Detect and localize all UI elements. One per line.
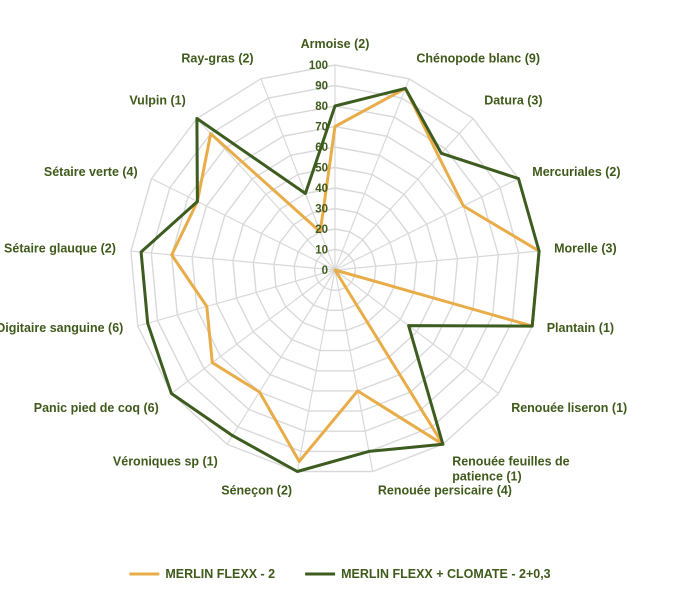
grid-ring <box>293 228 377 311</box>
grid-ring <box>232 166 438 372</box>
radial-tick-label: 80 <box>315 101 328 113</box>
category-label: Digitaire sanguine (6) <box>0 321 123 335</box>
series-line-1 <box>170 86 541 463</box>
radial-tick-label: 30 <box>315 204 328 216</box>
grid-ring <box>313 248 357 291</box>
category-label: Plantain (1) <box>547 321 614 335</box>
spoke-line <box>260 78 336 271</box>
spoke-line <box>296 269 336 472</box>
radial-tick-label: 90 <box>315 81 328 93</box>
radial-tick-label: 10 <box>315 245 328 257</box>
spoke-line <box>334 118 474 271</box>
legend: MERLIN FLEXX - 2 MERLIN FLEXX + CLOMATE -… <box>129 567 551 581</box>
radial-tick-label: 70 <box>315 122 328 134</box>
spoke-line <box>334 78 410 271</box>
category-label: Datura (3) <box>484 94 542 108</box>
category-label: Sétaire glauque (2) <box>4 242 116 256</box>
category-label: Véroniques sp (1) <box>113 455 218 469</box>
spoke-line <box>334 269 374 472</box>
radial-tick-label: 0 <box>322 265 328 277</box>
spoke-line <box>130 250 336 271</box>
category-label: Séneçon (2) <box>221 483 292 497</box>
spoke-line <box>334 269 499 394</box>
category-label: Ray-gras (2) <box>181 52 253 66</box>
category-label: Mercuriales (2) <box>532 165 620 179</box>
category-label: Armoise (2) <box>301 37 370 51</box>
series-line-2 <box>139 86 541 473</box>
grid-ring <box>191 125 479 412</box>
category-label: Renouée feuilles de patience (1) <box>452 455 569 484</box>
spoke-line <box>334 178 519 271</box>
category-label: Vulpin (1) <box>129 94 185 108</box>
category-label: Morelle (3) <box>554 242 617 256</box>
radial-tick-label: 60 <box>315 142 328 154</box>
radial-tick-label: 40 <box>315 183 328 195</box>
grid-ring <box>170 105 500 432</box>
legend-label: MERLIN FLEXX + CLOMATE - 2+0,3 <box>341 567 551 581</box>
radial-tick-label: 100 <box>309 60 328 72</box>
radial-tick-label: 50 <box>315 163 328 175</box>
category-label: Renouée persicaire (4) <box>378 483 512 497</box>
category-label: Sétaire verte (4) <box>44 165 138 179</box>
spoke-line <box>226 269 336 445</box>
spoke-line <box>151 178 336 271</box>
grid-ring <box>130 64 540 473</box>
grid-ring <box>211 146 459 392</box>
category-label: Panic pied de coq (6) <box>34 401 159 415</box>
spoke-line <box>171 269 336 394</box>
grid-ring <box>273 207 397 332</box>
spoke-line <box>137 269 336 327</box>
legend-label: MERLIN FLEXX - 2 <box>165 567 275 581</box>
category-label: Renouée liseron (1) <box>511 401 627 415</box>
grid-ring <box>252 187 418 352</box>
grid-ring <box>150 84 520 453</box>
radial-tick-label: 20 <box>315 224 328 236</box>
category-label: Chénopode blanc (9) <box>416 52 540 66</box>
spoke-line <box>334 250 540 271</box>
